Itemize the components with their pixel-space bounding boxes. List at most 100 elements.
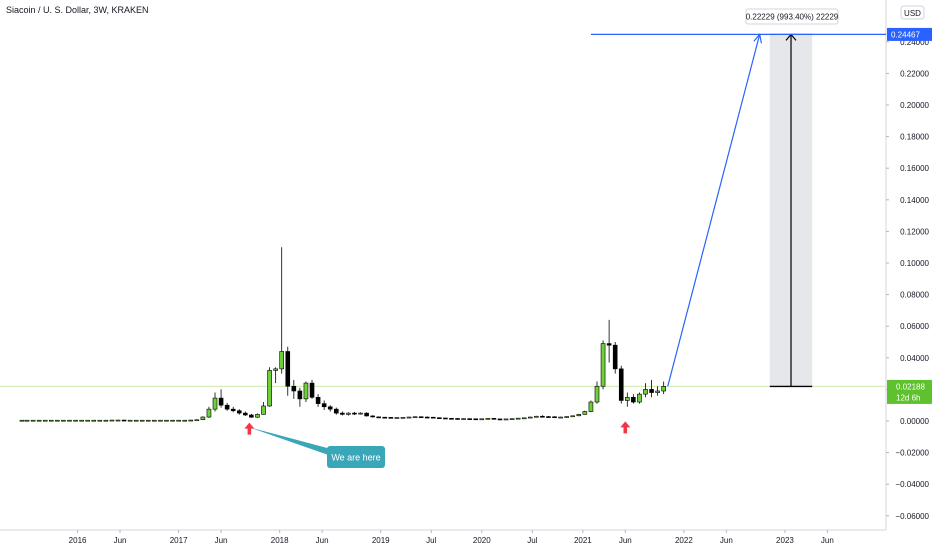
candle[interactable] [224, 402, 230, 411]
currency-button[interactable] [900, 5, 925, 20]
candle[interactable] [218, 389, 224, 408]
candle[interactable] [576, 413, 582, 417]
candle[interactable] [370, 415, 375, 418]
candle[interactable] [79, 419, 84, 422]
candle[interactable] [588, 400, 594, 413]
candle[interactable] [467, 418, 472, 420]
candle[interactable] [430, 416, 436, 419]
candle[interactable] [340, 411, 345, 416]
candle[interactable] [194, 419, 200, 422]
candle[interactable] [321, 400, 327, 410]
candle[interactable] [503, 418, 509, 421]
candle[interactable] [303, 381, 309, 403]
candle[interactable] [527, 416, 533, 419]
candle[interactable] [491, 417, 497, 420]
candle[interactable] [267, 367, 272, 407]
candle[interactable] [291, 379, 297, 399]
candle[interactable] [103, 419, 109, 422]
candle[interactable] [509, 418, 515, 420]
candle[interactable] [200, 416, 206, 421]
candle[interactable] [364, 412, 369, 417]
candle[interactable] [42, 419, 48, 422]
candle[interactable] [394, 417, 400, 419]
candle[interactable] [558, 416, 563, 419]
candle[interactable] [479, 418, 485, 421]
candle[interactable] [455, 418, 460, 420]
candle[interactable] [618, 365, 624, 404]
candle[interactable] [164, 419, 169, 422]
candle[interactable] [418, 416, 424, 419]
candle[interactable] [443, 417, 448, 420]
candle[interactable] [230, 406, 236, 413]
candle[interactable] [73, 419, 78, 422]
candle[interactable] [352, 411, 357, 415]
candle[interactable] [412, 416, 418, 419]
candle[interactable] [85, 419, 90, 422]
candle[interactable] [521, 417, 527, 420]
candle[interactable] [249, 413, 254, 418]
candle[interactable] [146, 419, 151, 422]
candle[interactable] [534, 415, 539, 418]
candle[interactable] [182, 419, 187, 422]
candle[interactable] [649, 379, 654, 398]
candle[interactable] [497, 418, 503, 421]
candle[interactable] [127, 419, 133, 422]
candle[interactable] [91, 419, 97, 422]
candle[interactable] [170, 419, 175, 422]
candle[interactable] [333, 407, 339, 415]
candle[interactable] [273, 367, 278, 384]
candle[interactable] [437, 417, 442, 419]
candle[interactable] [358, 412, 363, 415]
candle[interactable] [24, 419, 30, 422]
candle[interactable] [297, 387, 303, 407]
callout-box[interactable] [327, 446, 385, 468]
candle[interactable] [582, 410, 588, 415]
candle[interactable] [661, 381, 666, 395]
candle[interactable] [61, 419, 66, 422]
candle[interactable] [67, 419, 72, 422]
candle[interactable] [570, 415, 576, 418]
candle[interactable] [236, 409, 242, 415]
candle[interactable] [55, 419, 60, 422]
candle[interactable] [30, 419, 36, 422]
candle[interactable] [600, 340, 606, 390]
candle[interactable] [285, 346, 291, 396]
candle[interactable] [376, 416, 382, 419]
candle[interactable] [255, 413, 260, 418]
candle[interactable] [552, 416, 557, 419]
candle[interactable] [176, 419, 181, 422]
candle[interactable] [406, 416, 412, 419]
candle[interactable] [382, 416, 388, 419]
candle[interactable] [315, 394, 321, 407]
candle[interactable] [643, 383, 648, 398]
candle[interactable] [540, 415, 545, 418]
candle[interactable] [139, 419, 145, 422]
candle[interactable] [158, 419, 163, 422]
candle[interactable] [261, 402, 266, 415]
candle[interactable] [212, 392, 218, 412]
candle[interactable] [109, 419, 115, 422]
candle[interactable] [625, 392, 630, 407]
candle[interactable] [515, 417, 521, 420]
candle[interactable] [36, 419, 42, 422]
candle[interactable] [346, 412, 351, 416]
candle[interactable] [461, 418, 466, 420]
candle[interactable] [279, 247, 285, 374]
candle[interactable] [400, 417, 406, 419]
candle[interactable] [188, 419, 194, 422]
candle[interactable] [133, 419, 139, 422]
candle[interactable] [49, 419, 54, 422]
candle[interactable] [606, 319, 612, 363]
candle[interactable] [327, 405, 333, 412]
candle[interactable] [655, 386, 660, 396]
projection-line[interactable] [667, 34, 761, 387]
candle[interactable] [206, 406, 212, 418]
candle[interactable] [115, 419, 121, 422]
candle[interactable] [243, 411, 248, 416]
candle[interactable] [388, 417, 394, 419]
candle[interactable] [152, 419, 157, 422]
candle[interactable] [594, 381, 600, 404]
candle[interactable] [121, 419, 127, 422]
candle[interactable] [564, 416, 569, 418]
